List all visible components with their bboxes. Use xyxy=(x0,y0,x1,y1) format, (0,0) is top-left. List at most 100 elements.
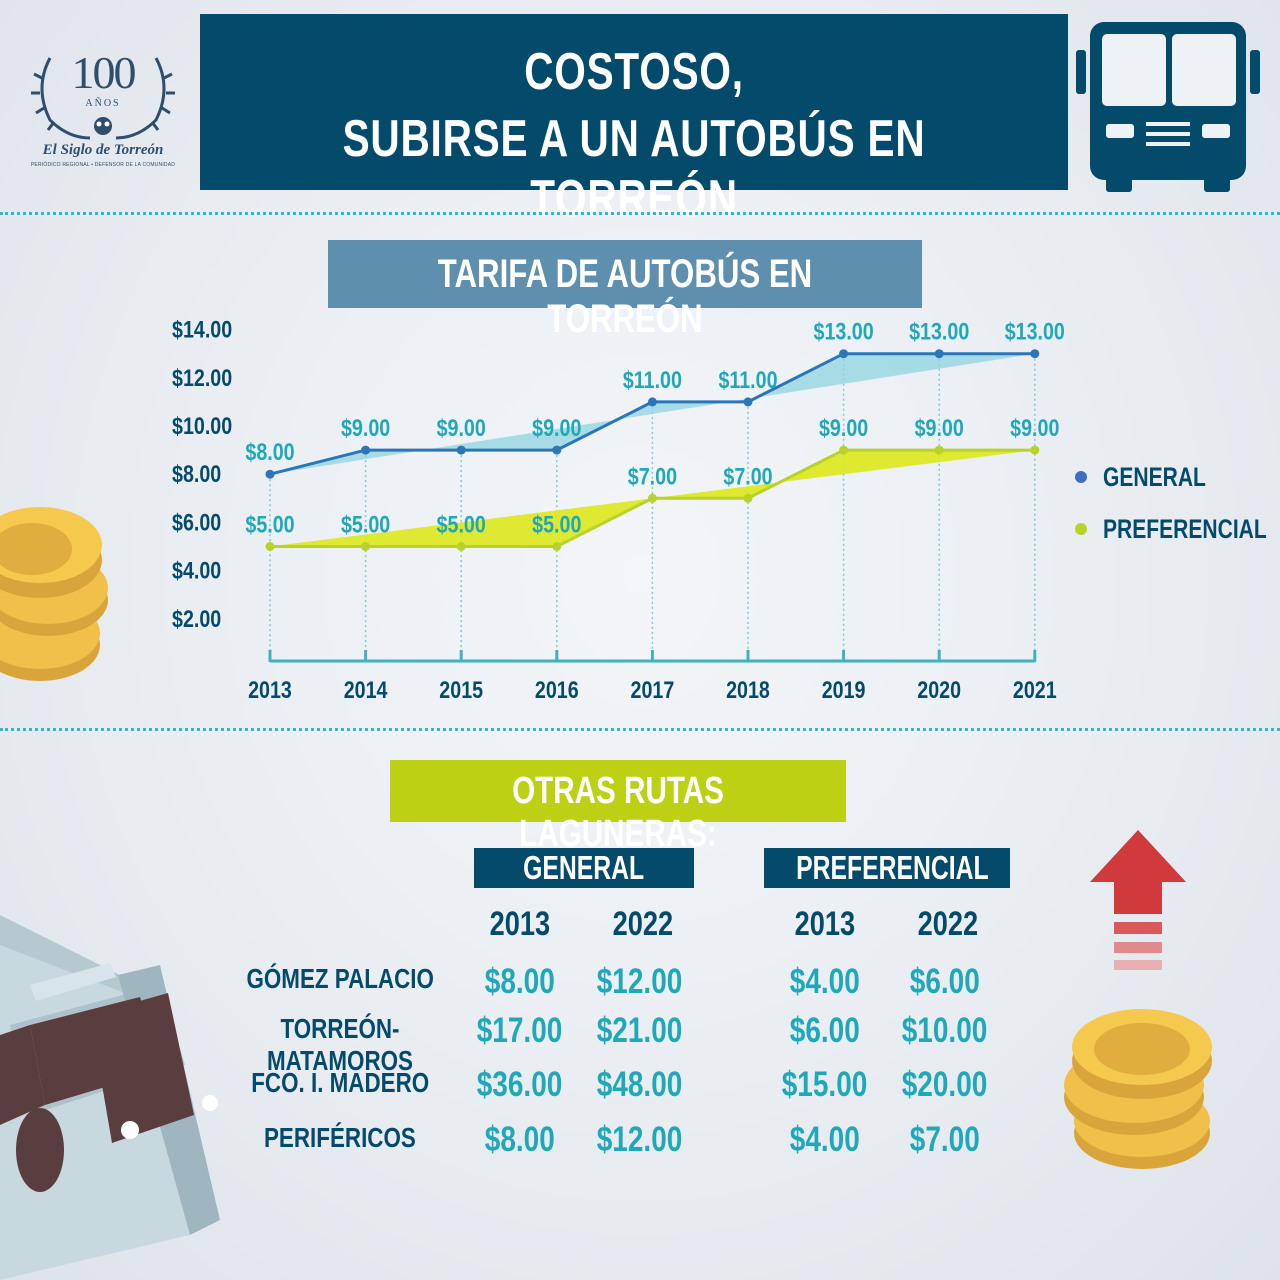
data-point xyxy=(647,493,657,503)
year-header: 2013 xyxy=(489,905,551,943)
data-label: $5.00 xyxy=(341,511,390,538)
table-cell: $6.00 xyxy=(909,962,981,1001)
data-point xyxy=(934,349,944,359)
legend-label: PREFERENCIAL xyxy=(1103,515,1267,545)
logo-number: 100 xyxy=(71,47,137,98)
title-banner: COSTOSO, SUBIRSE A UN AUTOBÚS EN TORREÓN xyxy=(200,14,1068,228)
data-label: $9.00 xyxy=(341,414,390,441)
route-label: TORREÓN-MATAMOROS xyxy=(267,1013,413,1076)
data-label: $11.00 xyxy=(623,366,682,393)
year-header: 2022 xyxy=(612,905,674,943)
x-tick-label: 2016 xyxy=(535,676,579,703)
coins-stack-icon xyxy=(0,507,108,681)
table-cell: $48.00 xyxy=(597,1065,683,1104)
divider-top xyxy=(0,212,1280,215)
route-label: GÓMEZ PALACIO xyxy=(246,963,434,994)
y-tick-label: $12.00 xyxy=(172,364,232,391)
coins-stack-icon xyxy=(1064,1009,1212,1169)
data-point xyxy=(361,445,371,455)
legend-marker xyxy=(1075,471,1087,483)
data-label: $9.00 xyxy=(1010,414,1059,441)
fare-line-chart: $2.00 $4.00 $6.00 $8.00 $10.00 $12.00 $14.00 $… xyxy=(172,320,1267,703)
data-label: $9.00 xyxy=(532,414,581,441)
table-cell: $4.00 xyxy=(789,1120,861,1159)
data-point xyxy=(1030,349,1040,359)
page-title-line2: SUBIRSE A UN AUTOBÚS EN TORREÓN xyxy=(342,110,926,228)
table-cell: $8.00 xyxy=(484,962,556,1001)
data-label: $8.00 xyxy=(245,438,294,465)
data-point xyxy=(743,493,753,503)
y-tick-label: $6.00 xyxy=(172,509,221,536)
y-tick-label: $14.00 xyxy=(172,320,232,343)
table-cell: $10.00 xyxy=(902,1011,988,1050)
table-cell: $36.00 xyxy=(477,1065,563,1104)
x-tick-label: 2019 xyxy=(822,676,866,703)
route-label: PERIFÉRICOS xyxy=(264,1122,416,1153)
x-tick-label: 2017 xyxy=(631,676,675,703)
x-tick-label: 2015 xyxy=(439,676,483,703)
data-label: $7.00 xyxy=(723,462,772,489)
logo-name: El Siglo de Torreón xyxy=(42,142,164,158)
data-point xyxy=(265,542,275,551)
table-cell: $21.00 xyxy=(597,1011,683,1050)
data-point xyxy=(839,349,849,359)
chart-title-banner: TARIFA DE AUTOBÚS EN TORREÓN xyxy=(328,240,922,341)
laurel-wreath-icon xyxy=(31,57,175,140)
y-tick-label: $8.00 xyxy=(172,460,221,487)
arrow-up-icon xyxy=(1090,830,1186,970)
data-point xyxy=(934,445,944,455)
bus-illustration xyxy=(0,915,220,1280)
year-header: 2022 xyxy=(917,905,979,943)
logo-anos: AÑOS xyxy=(85,98,121,109)
table-header-general: GENERAL xyxy=(474,848,694,888)
other-routes-title: OTRAS RUTAS LAGUNERAS: xyxy=(512,770,724,855)
y-tick-label: $4.00 xyxy=(172,557,221,584)
data-point xyxy=(552,542,562,551)
x-tick-label: 2021 xyxy=(1013,676,1057,703)
other-routes-banner: OTRAS RUTAS LAGUNERAS: xyxy=(390,760,846,855)
data-label: $7.00 xyxy=(628,462,677,489)
table-cell: $8.00 xyxy=(484,1120,556,1159)
data-point xyxy=(839,445,849,455)
bus-front-icon xyxy=(1076,22,1260,192)
data-point xyxy=(456,445,466,455)
table-header-preferencial: PREFERENCIAL xyxy=(764,848,1010,888)
x-tick-label: 2020 xyxy=(917,676,961,703)
data-label: $9.00 xyxy=(819,414,868,441)
data-label: $5.00 xyxy=(532,511,581,538)
data-point xyxy=(743,397,753,407)
data-point xyxy=(1030,445,1040,455)
data-label: $9.00 xyxy=(915,414,964,441)
divider-middle xyxy=(0,728,1280,731)
x-tick-label: 2013 xyxy=(248,676,292,703)
data-point xyxy=(456,542,466,551)
data-label: $5.00 xyxy=(245,511,294,538)
table-cell: $20.00 xyxy=(902,1065,988,1104)
logo-tagline: PERIÓDICO REGIONAL • DEFENSOR DE LA COMU… xyxy=(30,162,176,168)
series-fill-general xyxy=(270,353,1035,475)
data-point xyxy=(361,542,371,551)
general-label: GENERAL xyxy=(523,849,645,886)
table-cell: $17.00 xyxy=(477,1011,563,1050)
table-cell: $7.00 xyxy=(909,1120,981,1159)
data-label: $13.00 xyxy=(909,320,969,345)
table-cell: $4.00 xyxy=(789,962,861,1001)
year-header: 2013 xyxy=(794,905,856,943)
logo: 100 AÑOS El Siglo de Torreón PERIÓDICO R… xyxy=(28,38,178,173)
table-cell: $12.00 xyxy=(597,962,683,1001)
route-label: FCO. I. MADERO xyxy=(251,1067,429,1098)
legend-marker xyxy=(1075,523,1087,535)
data-point xyxy=(647,397,657,407)
chart-title: TARIFA DE AUTOBÚS EN TORREÓN xyxy=(437,252,813,341)
y-tick-label: $10.00 xyxy=(172,412,232,439)
data-label: $13.00 xyxy=(814,320,874,345)
y-tick-label: $2.00 xyxy=(172,605,221,632)
data-point xyxy=(265,469,275,479)
page-title-line1: COSTOSO, xyxy=(524,43,744,101)
data-label: $5.00 xyxy=(437,511,486,538)
x-tick-label: 2014 xyxy=(344,676,388,703)
legend-label: GENERAL xyxy=(1103,463,1206,493)
data-label: $9.00 xyxy=(437,414,486,441)
table-cell: $12.00 xyxy=(597,1120,683,1159)
data-label: $11.00 xyxy=(718,366,777,393)
